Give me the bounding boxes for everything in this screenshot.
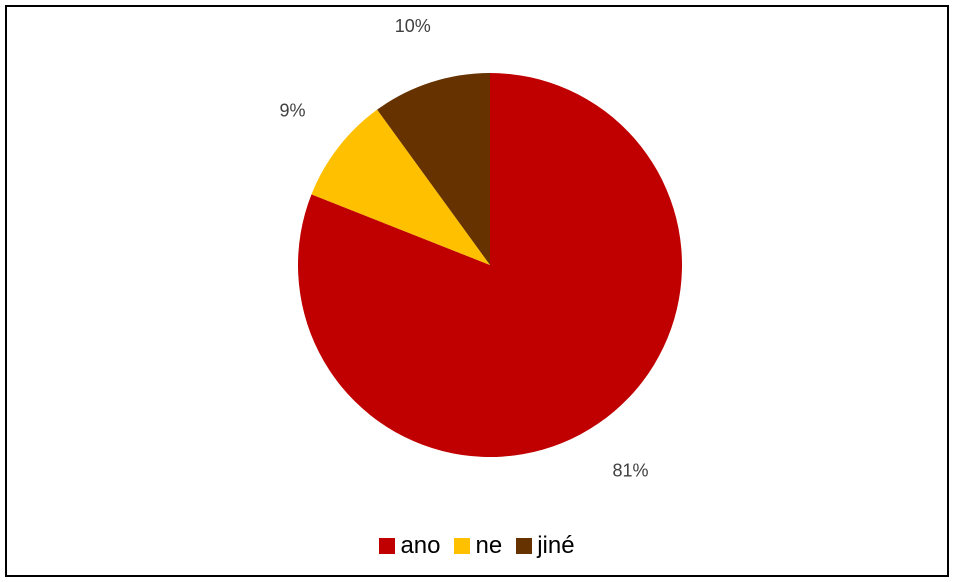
pie-data-labels: 81% 9% 10% <box>279 16 648 481</box>
legend-label-ne: ne <box>475 532 503 559</box>
pie-slices <box>298 73 683 457</box>
data-label-ano: 81% <box>613 461 649 481</box>
pie-chart: 81% 9% 10% <box>279 16 683 481</box>
legend-swatch-ne <box>454 538 471 554</box>
chart-frame: 81% 9% 10% ano ne jiné <box>5 5 949 577</box>
legend-swatch-jine <box>516 538 533 554</box>
data-label-jin: 10% <box>395 16 431 36</box>
legend-item-ano: ano <box>379 532 440 560</box>
legend-swatch-ano <box>379 538 396 554</box>
pie-slice-ano <box>298 73 683 457</box>
chart-legend: ano ne jiné <box>7 532 947 560</box>
pie-slice-ne <box>311 109 490 266</box>
legend-item-ne: ne <box>454 532 502 560</box>
legend-label-jine: jiné <box>537 532 575 559</box>
legend-label-ano: ano <box>400 532 441 559</box>
data-label-ne: 9% <box>279 101 305 121</box>
pie-slice-jin <box>377 73 490 265</box>
legend-item-jine: jiné <box>516 532 575 560</box>
